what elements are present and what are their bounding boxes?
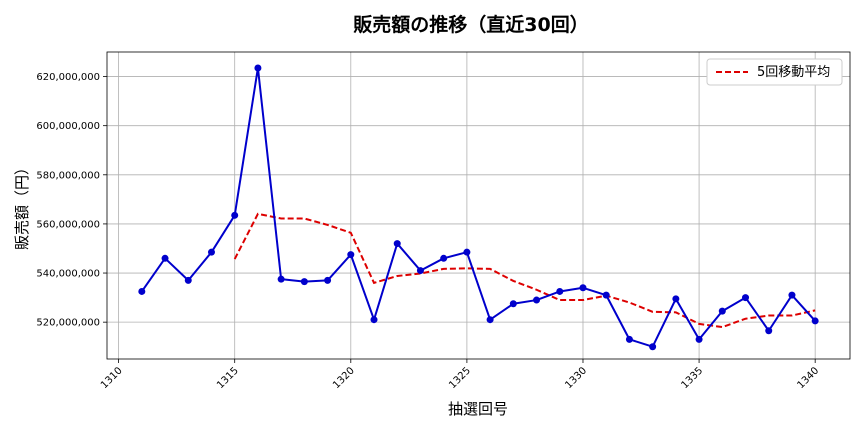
x-axis: 1310 1315 1320 1325 1330 1335 1340 <box>99 359 821 391</box>
sales-point <box>393 240 401 248</box>
sales-line <box>141 66 816 348</box>
moving-average-series <box>233 212 816 329</box>
sales-point <box>207 248 215 256</box>
legend-ma-label: 5回移動平均 <box>757 65 830 80</box>
sales-point <box>440 254 448 262</box>
x-tick-label: 1310 <box>99 365 125 391</box>
sales-point <box>138 287 146 295</box>
x-tick-label: 1340 <box>796 365 822 391</box>
y-tick-label: 540,000,000 <box>36 269 100 280</box>
sales-point <box>788 291 796 299</box>
y-tick-label: 580,000,000 <box>36 170 100 181</box>
sales-point <box>533 296 541 304</box>
y-tick-label: 620,000,000 <box>36 72 100 83</box>
sales-point <box>649 343 657 351</box>
sales-point <box>625 335 633 343</box>
x-tick-label: 1320 <box>331 365 357 391</box>
y-axis: 520,000,000 540,000,000 560,000,000 580,000… <box>36 72 107 329</box>
sales-point <box>416 267 424 275</box>
sales-point <box>765 327 773 335</box>
x-tick-label: 1325 <box>447 365 473 391</box>
x-tick-label: 1315 <box>215 365 241 391</box>
sales-point <box>324 276 332 284</box>
sales-point <box>579 284 587 292</box>
sales-point <box>556 287 564 295</box>
sales-point <box>347 251 355 259</box>
sales-point <box>463 248 471 256</box>
sales-point <box>811 317 819 325</box>
sales-point <box>161 254 169 262</box>
y-tick-label: 520,000,000 <box>36 318 100 329</box>
y-tick-label: 600,000,000 <box>36 121 100 132</box>
sales-point <box>509 300 517 308</box>
sales-point <box>672 295 680 303</box>
y-tick-label: 560,000,000 <box>36 219 100 230</box>
y-axis-label: 販売額（円） <box>13 160 31 250</box>
sales-point <box>718 307 726 315</box>
sales-point <box>254 64 262 72</box>
sales-point <box>742 294 750 302</box>
legend: 5回移動平均 <box>706 58 843 86</box>
chart-title: 販売額の推移（直近30回） <box>353 13 588 36</box>
sales-point <box>277 275 285 283</box>
sales-point <box>300 278 308 286</box>
plot-frame <box>106 51 851 360</box>
x-tick-label: 1330 <box>563 365 589 391</box>
x-tick-label: 1335 <box>679 365 705 391</box>
x-axis-label: 抽選回号 <box>448 400 508 418</box>
legend-box <box>706 58 843 86</box>
sales-point <box>602 291 610 299</box>
sales-series <box>138 64 819 351</box>
sales-point <box>486 316 494 324</box>
sales-point <box>695 335 703 343</box>
grid <box>107 52 850 359</box>
moving-average-line <box>233 212 816 329</box>
sales-point <box>370 316 378 324</box>
sales-point <box>184 276 192 284</box>
sales-point <box>231 211 239 219</box>
